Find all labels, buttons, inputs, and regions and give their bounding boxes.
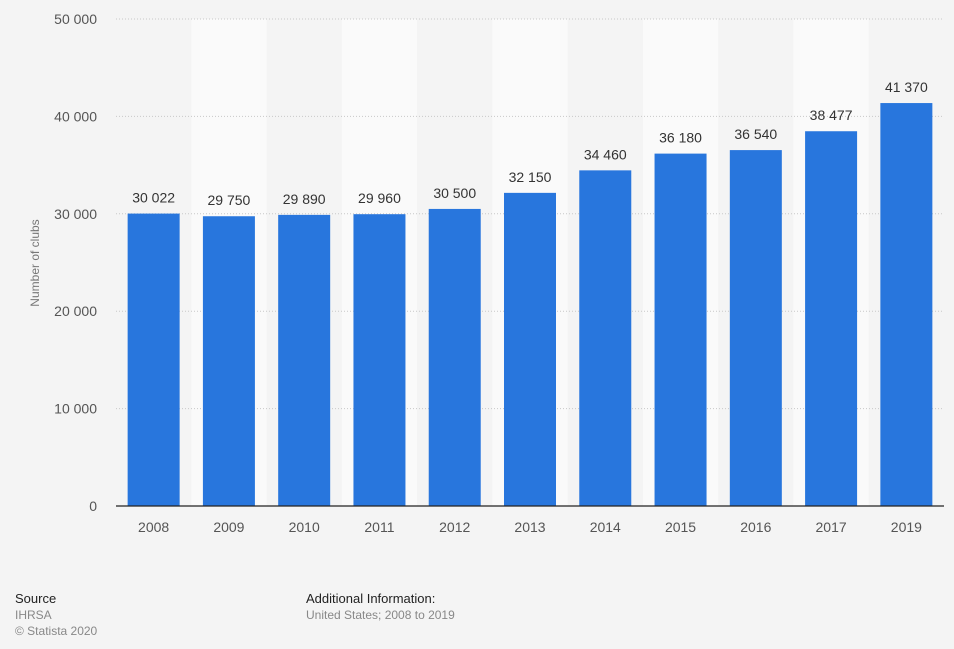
- x-tick-label: 2016: [740, 519, 771, 535]
- bar-2011[interactable]: [353, 214, 406, 506]
- data-label: 30 500: [433, 185, 476, 201]
- x-tick-label: 2008: [138, 519, 169, 535]
- y-tick-label: 10 000: [54, 401, 97, 417]
- bar-2017[interactable]: [805, 131, 858, 507]
- bar-chart: 30 022 29 750 29 890 29 960 30 500 32 150 34 4…: [28, 11, 944, 535]
- source-name[interactable]: IHRSA: [15, 608, 52, 622]
- y-tick-label: 50 000: [54, 11, 97, 27]
- x-tick-label: 2013: [514, 519, 545, 535]
- info-text: United States; 2008 to 2019: [306, 608, 455, 622]
- x-tick-label: 2011: [364, 519, 394, 535]
- bar-2014[interactable]: [579, 170, 632, 506]
- y-tick-label: 40 000: [54, 108, 97, 124]
- data-label: 29 960: [358, 190, 401, 206]
- bar-2016[interactable]: [729, 150, 782, 506]
- bar-2012[interactable]: [428, 208, 481, 506]
- bar-2010[interactable]: [278, 214, 331, 506]
- data-label: 36 540: [734, 126, 777, 142]
- bar-2015[interactable]: [654, 153, 707, 506]
- data-label: 32 150: [509, 169, 552, 185]
- y-tick-label: 30 000: [54, 206, 97, 222]
- data-label: 41 370: [885, 79, 928, 95]
- x-tick-label: 2015: [665, 519, 696, 535]
- x-tick-label: 2017: [816, 519, 847, 535]
- data-label: 29 750: [207, 192, 250, 208]
- data-label: 29 890: [283, 191, 326, 207]
- bar-2009[interactable]: [202, 216, 255, 507]
- data-label: 38 477: [810, 107, 853, 123]
- x-tick-label: 2009: [213, 519, 244, 535]
- data-label: 36 180: [659, 130, 702, 146]
- y-tick-label: 0: [89, 498, 97, 514]
- x-tick-label: 2019: [891, 519, 922, 535]
- data-label: 34 460: [584, 146, 627, 162]
- x-tick-label: 2014: [590, 519, 621, 535]
- additional-info-block: Additional Information: United States; 2…: [306, 591, 455, 623]
- y-tick-label: 20 000: [54, 303, 97, 319]
- x-tick-label: 2012: [439, 519, 470, 535]
- copyright: © Statista 2020: [15, 624, 98, 638]
- info-heading: Additional Information:: [306, 591, 436, 606]
- source-heading: Source: [15, 591, 57, 606]
- data-label: 30 022: [132, 190, 175, 206]
- x-tick-label: 2010: [289, 519, 320, 535]
- bar-2008[interactable]: [127, 213, 180, 506]
- y-axis-label: Number of clubs: [28, 219, 42, 306]
- bar-2013[interactable]: [504, 192, 556, 506]
- source-block: Source IHRSA © Statista 2020: [15, 591, 97, 639]
- bar-2019[interactable]: [880, 103, 933, 506]
